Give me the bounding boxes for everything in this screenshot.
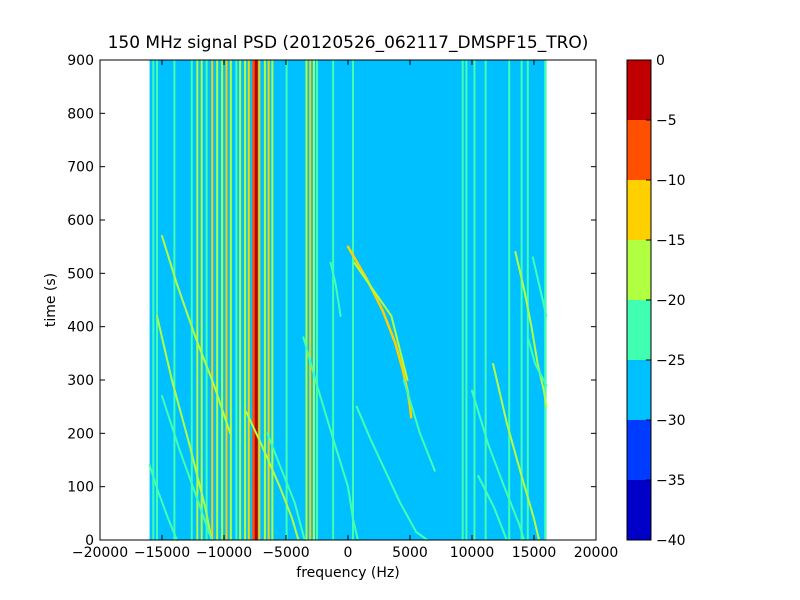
y-tick-label-1: 100 <box>67 480 94 496</box>
colorbar-tick-label-2: −10 <box>656 173 686 189</box>
colorbar-segment-2 <box>627 360 651 420</box>
colorbar-tick-label-5: −25 <box>656 353 686 369</box>
psd-line-32 <box>484 60 487 540</box>
psd-line-3 <box>190 60 193 540</box>
y-tick-label-9: 900 <box>67 53 94 69</box>
y-axis-label: time (s) <box>43 273 59 327</box>
psd-line-1 <box>156 60 159 540</box>
x-tick-label-1: −15000 <box>134 545 190 561</box>
y-tick-label-0: 0 <box>85 533 94 549</box>
x-tick-label-2: −10000 <box>196 545 252 561</box>
psd-line-4 <box>196 60 199 540</box>
psd-line-24 <box>309 60 312 540</box>
psd-curve-14 <box>492 363 540 541</box>
psd-line-17 <box>254 60 258 540</box>
psd-line-11 <box>229 60 232 540</box>
plot-area <box>99 59 597 541</box>
colorbar-tick-label-7: −35 <box>656 473 686 489</box>
psd-line-26 <box>316 60 318 540</box>
psd-curve-4 <box>148 464 178 541</box>
psd-line-33 <box>508 60 511 540</box>
y-tick-label-5: 500 <box>67 266 94 282</box>
colorbar-segment-7 <box>627 60 651 120</box>
psd-line-16 <box>252 60 256 540</box>
colorbar-segment-6 <box>627 120 651 180</box>
y-tick-label-7: 700 <box>67 160 94 176</box>
psd-background <box>149 60 547 540</box>
psd-curve-2 <box>156 315 213 541</box>
psd-line-19 <box>263 60 266 540</box>
y-tick-label-3: 300 <box>67 373 94 389</box>
psd-line-15 <box>247 60 250 540</box>
psd-curve-15 <box>531 256 548 317</box>
psd-line-21 <box>271 60 274 540</box>
colorbar-tick-label-6: −30 <box>656 413 686 429</box>
x-axis-label: frequency (Hz) <box>296 565 399 581</box>
y-tick-label-8: 800 <box>67 106 94 122</box>
psd-line-12 <box>235 60 238 540</box>
psd-line-9 <box>221 60 224 540</box>
x-tick-label-5: 5000 <box>392 545 428 561</box>
psd-curve-9 <box>355 405 429 541</box>
psd-line-8 <box>216 60 219 540</box>
x-tick-label-4: 0 <box>344 545 353 561</box>
psd-line-14 <box>244 60 247 540</box>
psd-line-35 <box>526 60 529 540</box>
y-tick-label-2: 200 <box>67 426 94 442</box>
x-tick-label-3: −5000 <box>262 545 309 561</box>
colorbar-tick-label-0: 0 <box>656 53 665 69</box>
psd-line-36 <box>544 60 547 540</box>
psd-line-28 <box>351 60 354 540</box>
colorbar-segment-5 <box>627 180 651 240</box>
psd-curve-3 <box>161 235 232 435</box>
psd-line-5 <box>200 60 203 540</box>
psd-curve-1 <box>353 261 409 381</box>
colorbar-segment-3 <box>627 300 651 360</box>
psd-line-27 <box>332 60 335 540</box>
x-tick-label-8: 20000 <box>574 545 619 561</box>
y-tick-label-4: 400 <box>67 320 94 336</box>
psd-curve-11 <box>471 389 526 541</box>
psd-curve-10 <box>402 379 436 472</box>
colorbar-tick-label-8: −40 <box>656 533 686 549</box>
colorbar: 0 −5 −10 −15 −20 −25 −30 −35 −40 <box>626 53 686 549</box>
chart-title: 150 MHz signal PSD (20120526_062117_DMSP… <box>108 33 589 53</box>
psd-line-25 <box>312 60 315 540</box>
psd-line-20 <box>267 60 270 540</box>
psd-line-34 <box>520 60 523 540</box>
psd-line-23 <box>305 60 308 540</box>
psd-curve-16 <box>526 336 548 387</box>
psd-curve-13 <box>514 251 548 408</box>
colorbar-segment-0 <box>627 480 651 540</box>
y-tick-label-6: 600 <box>67 213 94 229</box>
psd-curve-5 <box>161 395 213 541</box>
x-tick-label-0: −20000 <box>72 545 128 561</box>
psd-line-7 <box>211 60 214 540</box>
colorbar-segment-1 <box>627 420 651 480</box>
psd-curve-6 <box>245 411 300 541</box>
x-axis: −20000 −15000 −10000 −5000 0 5000 10000 15000 20… <box>72 60 618 561</box>
psd-curve-8 <box>302 336 359 541</box>
psd-line-0 <box>152 60 155 540</box>
psd-line-31 <box>473 60 476 540</box>
colorbar-segment-4 <box>627 240 651 300</box>
x-tick-label-6: 10000 <box>450 545 495 561</box>
psd-line-10 <box>225 60 228 540</box>
psd-line-13 <box>239 60 242 540</box>
colorbar-tick-label-3: −15 <box>656 233 686 249</box>
psd-curve-7 <box>266 432 306 541</box>
colorbar-tick-label-4: −20 <box>656 293 686 309</box>
psd-line-2 <box>173 60 176 540</box>
psd-line-30 <box>465 60 468 540</box>
psd-line-22 <box>285 60 288 540</box>
colorbar-tick-label-1: −5 <box>656 113 677 129</box>
psd-curve-12 <box>477 475 508 541</box>
psd-line-6 <box>205 60 208 540</box>
psd-line-18 <box>258 60 261 540</box>
y-axis: 0 100 200 300 400 500 600 700 800 900 <box>67 53 596 549</box>
psd-line-29 <box>461 60 464 540</box>
psd-curve-17 <box>329 261 342 317</box>
x-tick-label-7: 15000 <box>512 545 557 561</box>
